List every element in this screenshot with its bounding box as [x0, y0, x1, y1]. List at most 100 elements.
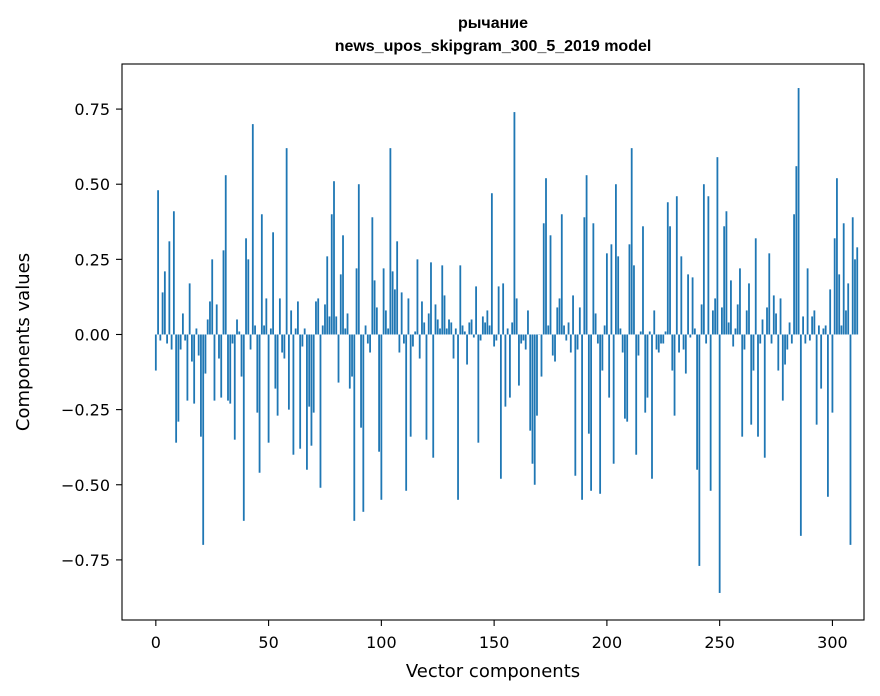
bar-286 — [799, 334, 802, 536]
bar-74 — [321, 325, 324, 335]
bar-156 — [506, 328, 509, 335]
x-tick-label: 100 — [366, 633, 397, 652]
bar-67 — [306, 334, 308, 470]
bar-166 — [529, 334, 532, 431]
bar-182 — [565, 334, 568, 341]
bar-27 — [215, 304, 218, 335]
bar-199 — [603, 325, 606, 335]
bar-240 — [696, 334, 698, 470]
bar-302 — [836, 178, 838, 335]
bar-295 — [820, 334, 823, 389]
bar-144 — [479, 334, 482, 341]
bar-258 — [736, 304, 739, 335]
bar-1 — [157, 190, 159, 335]
bar-114 — [412, 334, 414, 347]
bar-151 — [495, 334, 498, 341]
bar-69 — [310, 334, 313, 446]
bar-163 — [522, 334, 525, 341]
bar-218 — [646, 334, 649, 398]
bar-227 — [666, 202, 669, 335]
bar-122 — [430, 262, 432, 335]
y-tick-label: −0.75 — [61, 551, 110, 570]
bar-44 — [254, 325, 256, 335]
bar-24 — [209, 301, 211, 335]
bar-157 — [509, 334, 511, 398]
bar-88 — [353, 334, 356, 521]
bar-102 — [384, 310, 387, 335]
bar-92 — [362, 334, 365, 512]
bar-189 — [581, 334, 583, 500]
bar-51 — [269, 328, 272, 335]
bar-134 — [457, 334, 459, 500]
bar-270 — [763, 334, 766, 458]
bar-50 — [267, 334, 270, 443]
bar-277 — [779, 298, 782, 335]
bar-103 — [387, 328, 390, 335]
bar-223 — [657, 334, 660, 353]
y-tick-label: −0.50 — [61, 476, 110, 495]
bar-138 — [466, 334, 468, 365]
bar-111 — [405, 334, 408, 491]
bar-63 — [297, 301, 299, 335]
bar-41 — [247, 259, 250, 335]
bar-224 — [660, 334, 662, 344]
bar-28 — [218, 334, 220, 359]
x-tick-label: 300 — [817, 633, 848, 652]
bar-135 — [459, 265, 462, 335]
bar-192 — [587, 334, 590, 434]
bar-297 — [824, 325, 827, 335]
bar-68 — [308, 334, 311, 407]
bar-155 — [504, 334, 507, 407]
bar-309 — [851, 217, 854, 335]
bar-48 — [263, 325, 265, 335]
bar-6 — [168, 241, 171, 335]
bar-26 — [213, 334, 216, 401]
bar-39 — [242, 334, 245, 521]
x-tick-label: 250 — [704, 633, 735, 652]
bar-99 — [378, 334, 380, 452]
bar-292 — [813, 310, 816, 335]
bar-65 — [301, 334, 304, 347]
bar-17 — [193, 334, 196, 404]
bar-180 — [560, 214, 563, 335]
bar-119 — [423, 322, 426, 335]
bar-76 — [326, 256, 329, 335]
bar-188 — [578, 307, 581, 335]
bar-140 — [470, 319, 473, 335]
bar-186 — [574, 334, 577, 476]
bar-139 — [468, 322, 471, 335]
bar-123 — [432, 334, 435, 458]
bar-118 — [421, 301, 423, 335]
bar-62 — [294, 328, 297, 335]
bar-34 — [231, 334, 234, 344]
bar-190 — [583, 217, 586, 335]
bar-89 — [355, 268, 358, 335]
bar-95 — [369, 334, 371, 353]
bar-250 — [718, 334, 721, 593]
bar-229 — [671, 334, 674, 371]
bar-23 — [206, 319, 209, 335]
bar-70 — [312, 334, 315, 413]
bar-276 — [777, 334, 780, 371]
bar-279 — [784, 334, 786, 365]
bar-46 — [258, 334, 261, 473]
bar-168 — [533, 334, 536, 485]
bar-0 — [154, 334, 157, 371]
y-tick-label: 0.50 — [74, 175, 110, 194]
bar-281 — [788, 322, 791, 335]
bar-219 — [648, 331, 651, 335]
bar-142 — [475, 286, 477, 335]
bar-79 — [333, 181, 335, 335]
bar-87 — [351, 334, 353, 377]
bar-301 — [833, 238, 836, 335]
bar-52 — [272, 232, 274, 335]
bar-234 — [682, 334, 685, 350]
bar-21 — [202, 334, 205, 545]
bar-226 — [664, 331, 667, 335]
bar-272 — [768, 253, 771, 335]
bar-184 — [569, 334, 572, 353]
bar-77 — [328, 316, 331, 335]
bar-310 — [854, 259, 856, 335]
bar-158 — [511, 322, 514, 335]
bar-104 — [389, 148, 392, 335]
